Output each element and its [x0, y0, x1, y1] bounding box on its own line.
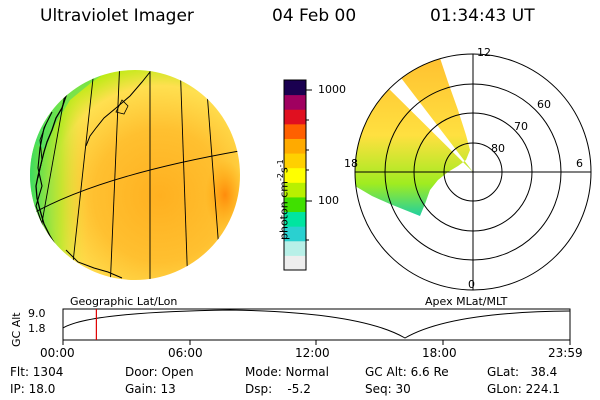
ip-value: IP: 18.0 — [10, 382, 56, 396]
colorbar — [283, 79, 312, 271]
orbit-x-tick-4: 23:59 — [548, 346, 583, 360]
orbit-x-tick-3: 18:00 — [422, 346, 457, 360]
colorbar-segment — [284, 109, 306, 125]
colorbar-segment — [284, 123, 306, 139]
observation-time: 01:34:43 UT — [430, 6, 535, 26]
polar-plot — [354, 53, 592, 291]
mlt-label-6: 6 — [576, 157, 583, 170]
flight-number: Flt: 1304 — [10, 365, 64, 379]
mlat-label-80: 80 — [491, 142, 505, 155]
orbit-x-tick-2: 12:00 — [295, 346, 330, 360]
observation-date: 04 Feb 00 — [272, 6, 357, 26]
colorbar-segment — [284, 182, 306, 198]
orbit-panel — [62, 308, 571, 345]
glon-value: GLon: 224.1 — [487, 382, 560, 396]
orbit-y-tick-low: 1.8 — [28, 322, 46, 335]
colorbar-segment — [284, 153, 306, 169]
apex-title: Apex MLat/MLT — [425, 295, 508, 308]
colorbar-segment — [284, 226, 306, 242]
gain-value: Gain: 13 — [125, 382, 176, 396]
instrument-title: Ultraviolet Imager — [40, 6, 194, 26]
colorbar-tick-100: 100 — [318, 194, 339, 207]
mlat-label-70: 70 — [514, 120, 528, 133]
geographic-title: Geographic Lat/Lon — [70, 295, 178, 308]
glat-value: GLat: 38.4 — [487, 365, 558, 379]
earth-image — [30, 70, 240, 280]
colorbar-segment — [284, 211, 306, 227]
mlt-label-12: 12 — [477, 46, 491, 59]
orbit-y-axis-label: GC Alt — [10, 312, 23, 347]
mlat-label-60: 60 — [537, 98, 551, 111]
mode-value: Mode: Normal — [245, 365, 329, 379]
colorbar-segment — [284, 167, 306, 183]
dsp-value: Dsp: -5.2 — [245, 382, 311, 396]
mlt-label-0: 0 — [468, 278, 475, 291]
colorbar-segment — [284, 255, 306, 271]
colorbar-segment — [284, 80, 306, 96]
colorbar-segment — [284, 94, 306, 110]
colorbar-tick-1000: 1000 — [318, 83, 346, 96]
gc-alt-value: GC Alt: 6.6 Re — [365, 365, 449, 379]
seq-value: Seq: 30 — [365, 382, 411, 396]
orbit-x-tick-1: 06:00 — [168, 346, 203, 360]
colorbar-segment — [284, 196, 306, 213]
door-status: Door: Open — [125, 365, 194, 379]
orbit-y-tick-high: 9.0 — [28, 307, 46, 320]
colorbar-segment — [284, 138, 306, 154]
colorbar-segment — [284, 240, 306, 256]
orbit-x-tick-0: 00:00 — [40, 346, 75, 360]
mlt-label-18: 18 — [344, 157, 358, 170]
colorbar-unit-label: photon cm-2s-1 — [276, 159, 291, 240]
